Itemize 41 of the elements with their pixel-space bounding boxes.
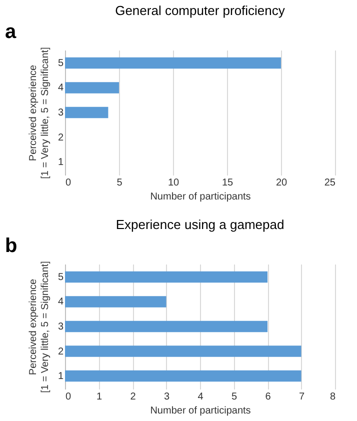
text: b [5,235,18,257]
x-tick-label: 4 [198,392,204,402]
x-tick-label: 5 [231,392,238,402]
x-tick-label: 8 [330,392,336,402]
y-tick-label: 4 [58,82,64,94]
x-tick-label: 5 [116,178,123,188]
y-axis-title: Perceived experience [1 = Very little, 5 = Significant] [28,260,51,393]
x-tick-label: 1 [96,392,102,402]
chart-title: Experience using a gamepad [116,217,284,232]
x-axis-title: Number of participants [150,192,251,202]
bar [65,82,119,94]
y-tick-label: 1 [58,371,64,382]
y-tick-label: 3 [58,108,64,118]
x-tick-label: 3 [164,392,170,402]
x-tick-label: 7 [298,392,305,402]
y-tick-label: 4 [58,296,64,308]
y-tick-label: 5 [58,272,64,283]
x-axis-title: Number of participants [150,406,251,416]
y-axis-title: Perceived experience [1 = Very little, 5 = Significant] [28,46,51,179]
chart-title: General computer proficiency [115,3,286,18]
bar [65,271,268,283]
bar [65,320,268,332]
x-tick-label: 0 [66,178,72,188]
x-tick-label: 2 [130,392,136,402]
bar [65,370,302,382]
bar [65,296,166,308]
bar [65,346,302,357]
x-tick-label: 6 [265,392,272,402]
bar [65,106,108,118]
x-tick-label: 15 [222,178,234,188]
bar [65,57,281,69]
y-tick-label: 5 [58,58,64,69]
x-tick-label: 20 [276,178,288,188]
x-tick-label: 10 [168,178,180,188]
y-tick-label: 3 [58,322,64,332]
text: a [5,21,17,43]
y-tick-label: 2 [58,346,64,358]
x-tick-label: 0 [66,392,72,402]
y-tick-label: 1 [58,157,64,168]
x-tick-label: 25 [324,178,336,188]
y-tick-label: 2 [58,132,64,144]
